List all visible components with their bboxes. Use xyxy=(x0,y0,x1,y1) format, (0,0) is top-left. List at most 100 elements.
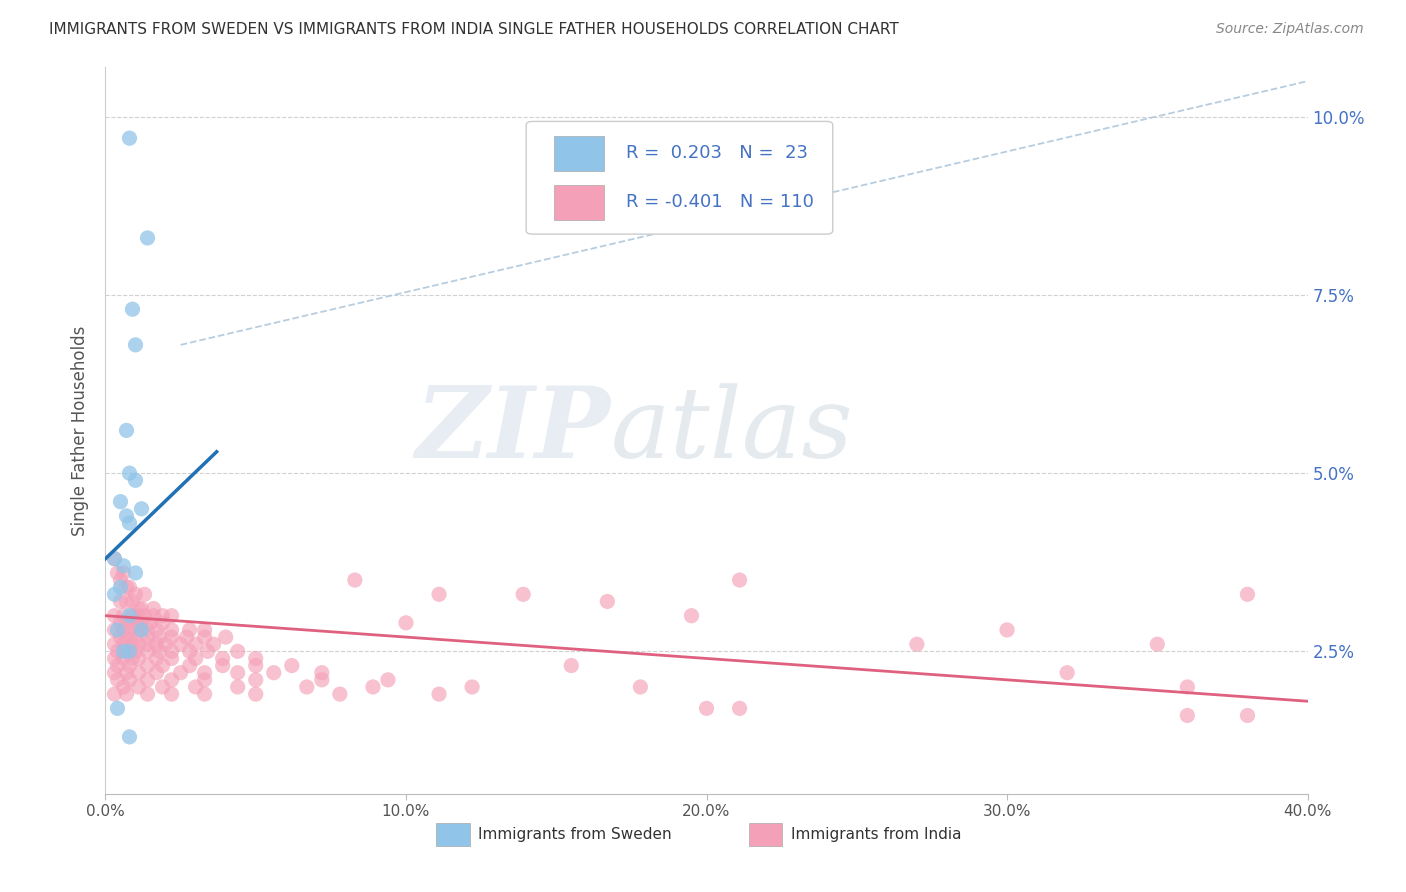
Point xyxy=(112,644,135,658)
Point xyxy=(377,673,399,687)
Point xyxy=(1236,587,1258,601)
Point xyxy=(118,516,141,530)
Point xyxy=(361,680,384,694)
Point xyxy=(136,630,159,644)
Point xyxy=(115,665,138,680)
Point xyxy=(136,231,159,245)
Point xyxy=(1056,665,1078,680)
Point xyxy=(115,424,138,438)
Point xyxy=(245,651,267,665)
Point xyxy=(427,587,450,601)
Point xyxy=(107,623,129,637)
Point xyxy=(696,701,718,715)
Point xyxy=(124,644,146,658)
Point xyxy=(728,701,751,715)
Point xyxy=(139,615,162,630)
Point xyxy=(145,637,167,651)
Point xyxy=(118,730,141,744)
FancyBboxPatch shape xyxy=(748,823,782,847)
Point xyxy=(427,687,450,701)
Point xyxy=(169,637,191,651)
Point xyxy=(184,680,207,694)
Point xyxy=(110,573,132,587)
Point xyxy=(263,665,285,680)
Point xyxy=(226,680,249,694)
Point xyxy=(131,615,153,630)
Point xyxy=(115,580,138,594)
Point xyxy=(148,644,170,658)
FancyBboxPatch shape xyxy=(526,121,832,234)
Point xyxy=(136,644,159,658)
Point xyxy=(152,658,174,673)
Point xyxy=(128,680,150,694)
Point xyxy=(131,623,153,637)
Point xyxy=(103,687,125,701)
Point xyxy=(128,601,150,615)
Point xyxy=(1177,708,1199,723)
Point xyxy=(728,573,751,587)
Point xyxy=(107,644,129,658)
Point xyxy=(128,608,150,623)
Point xyxy=(131,501,153,516)
Point xyxy=(281,658,304,673)
Point xyxy=(560,658,582,673)
FancyBboxPatch shape xyxy=(554,185,605,219)
Point xyxy=(110,615,132,630)
Point xyxy=(142,601,165,615)
Point xyxy=(1146,637,1168,651)
Point xyxy=(512,587,534,601)
Point xyxy=(112,566,135,580)
Point xyxy=(128,651,150,665)
Point xyxy=(160,630,183,644)
Point xyxy=(107,701,129,715)
Point xyxy=(134,587,156,601)
Point xyxy=(596,594,619,608)
Point xyxy=(160,608,183,623)
Text: Immigrants from India: Immigrants from India xyxy=(790,827,962,842)
Point xyxy=(184,651,207,665)
Point xyxy=(121,594,143,608)
Point xyxy=(155,637,177,651)
Point xyxy=(142,608,165,623)
Point xyxy=(121,637,143,651)
Point xyxy=(136,658,159,673)
Point xyxy=(160,651,183,665)
Point xyxy=(395,615,418,630)
Point xyxy=(148,630,170,644)
Point xyxy=(169,665,191,680)
Point xyxy=(128,665,150,680)
Point xyxy=(107,673,129,687)
Point xyxy=(124,473,146,487)
Y-axis label: Single Father Households: Single Father Households xyxy=(72,326,90,535)
Point xyxy=(179,658,201,673)
Point xyxy=(131,601,153,615)
Point xyxy=(134,608,156,623)
Point xyxy=(311,665,333,680)
Point xyxy=(245,673,267,687)
Point xyxy=(118,608,141,623)
Point xyxy=(103,551,125,566)
Point xyxy=(112,608,135,623)
Point xyxy=(103,665,125,680)
Point xyxy=(194,623,217,637)
FancyBboxPatch shape xyxy=(554,136,605,171)
Point xyxy=(311,673,333,687)
Text: IMMIGRANTS FROM SWEDEN VS IMMIGRANTS FROM INDIA SINGLE FATHER HOUSEHOLDS CORRELA: IMMIGRANTS FROM SWEDEN VS IMMIGRANTS FRO… xyxy=(49,22,898,37)
Point xyxy=(121,651,143,665)
Point xyxy=(110,594,132,608)
Point xyxy=(103,608,125,623)
Point xyxy=(214,630,236,644)
Point xyxy=(112,623,135,637)
Point xyxy=(152,608,174,623)
Point xyxy=(136,673,159,687)
Point xyxy=(226,644,249,658)
Point xyxy=(118,673,141,687)
Point xyxy=(115,594,138,608)
Point xyxy=(118,658,141,673)
Point xyxy=(194,630,217,644)
Point xyxy=(121,608,143,623)
Point xyxy=(179,644,201,658)
Point xyxy=(118,644,141,658)
Point xyxy=(136,637,159,651)
Point xyxy=(184,637,207,651)
